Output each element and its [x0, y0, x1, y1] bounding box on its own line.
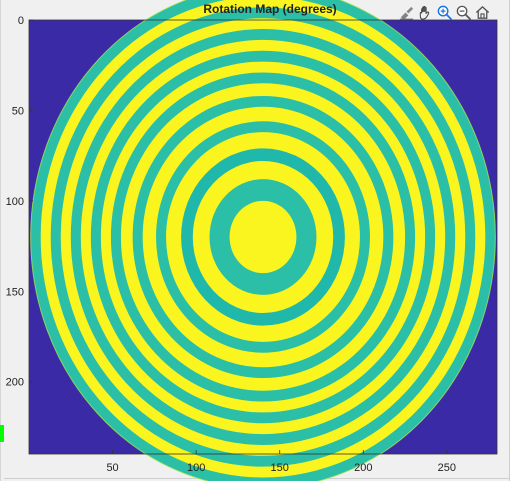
brush-export-icon[interactable] — [397, 3, 415, 21]
y-tick-label-150: 150 — [6, 286, 24, 298]
axes-frame — [28, 19, 498, 455]
x-tick-label-100: 100 — [187, 462, 205, 474]
axes-title: Rotation Map (degrees) — [203, 2, 337, 16]
zoom-out-icon[interactable] — [454, 3, 472, 21]
center-disk — [229, 200, 297, 274]
y-tick-label-100: 100 — [6, 196, 24, 208]
home-icon[interactable] — [473, 3, 491, 21]
y-tick-label-0: 0 — [18, 15, 24, 27]
y-tick-label-50: 50 — [12, 105, 24, 117]
x-tick-label-200: 200 — [354, 462, 372, 474]
x-tick-label-150: 150 — [271, 462, 289, 474]
axes-toolbar — [397, 3, 497, 21]
y-tick-label-200: 200 — [6, 377, 24, 389]
green-status-marker — [0, 425, 4, 442]
pan-hand-icon[interactable] — [416, 3, 434, 21]
window-left-border — [0, 0, 1, 481]
zoom-in-icon[interactable] — [435, 3, 453, 21]
outer-circle-edge — [30, 0, 496, 481]
x-tick-label-250: 250 — [438, 462, 456, 474]
x-tick-label-50: 50 — [106, 462, 118, 474]
